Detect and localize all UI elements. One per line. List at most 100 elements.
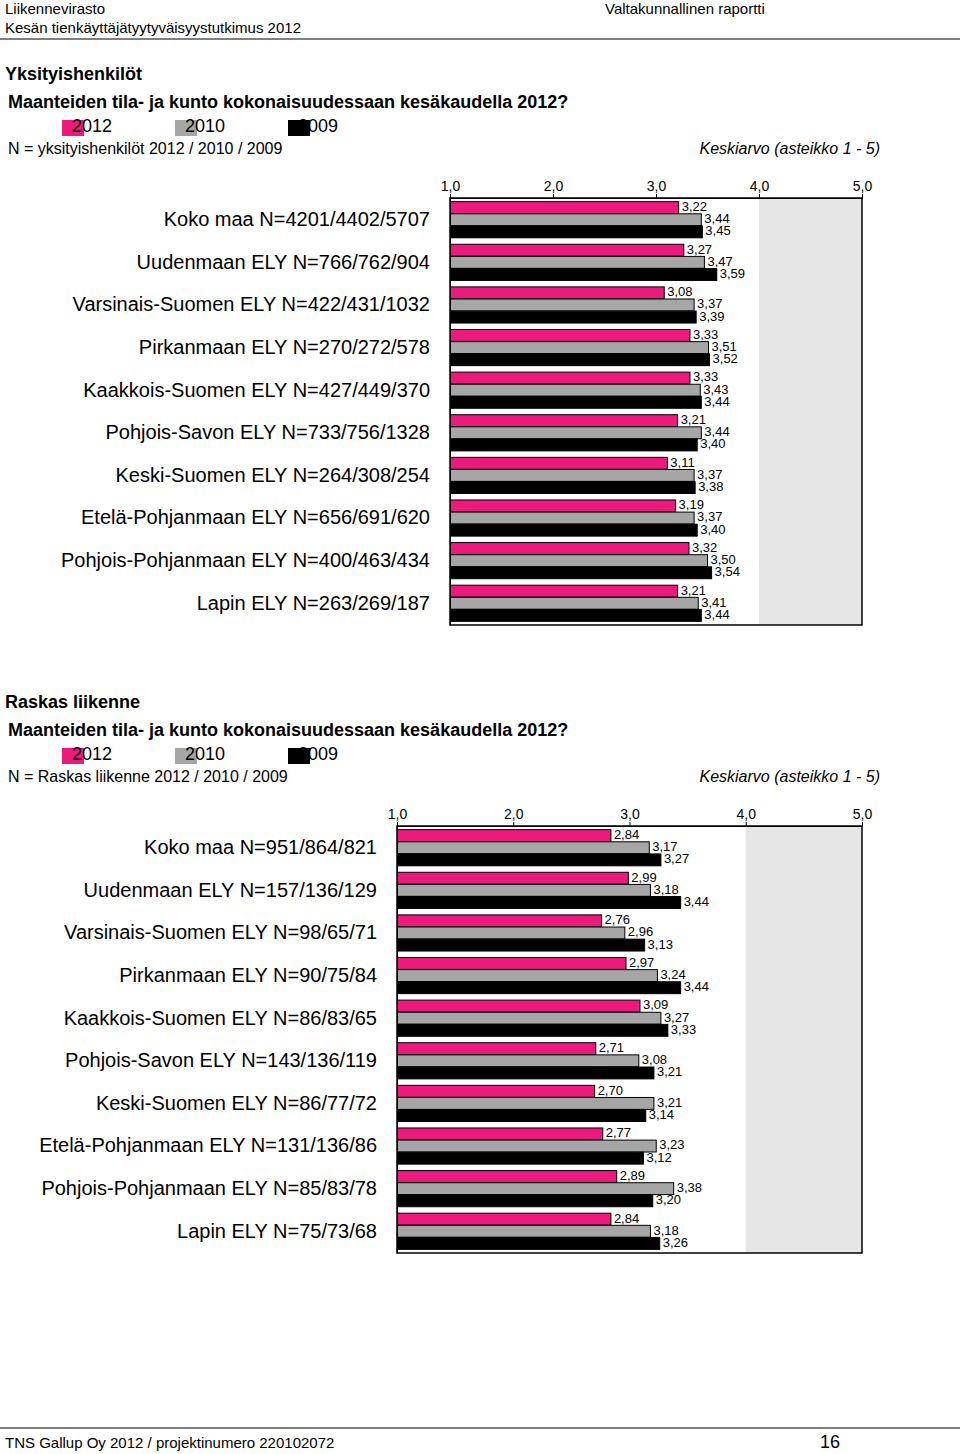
bar (450, 512, 694, 524)
bar (450, 439, 697, 451)
header-org: Liikennevirasto (5, 0, 105, 17)
bar (397, 1000, 640, 1012)
axis-line (398, 826, 863, 827)
tick-mark (862, 194, 863, 198)
bar (450, 543, 689, 555)
chart: Raskas liikenneMaanteiden tila- ja kunto… (5, 692, 880, 1254)
bar (450, 567, 712, 579)
data-label: 3,59 (720, 266, 745, 281)
x-axis-title: Keskiarvo (asteikko 1 - 5) (699, 140, 880, 157)
legend: 201220102009 (62, 116, 338, 136)
header-rule (0, 39, 960, 40)
tick-label: 5,0 (853, 806, 873, 822)
bar (397, 1012, 661, 1024)
y-axis: Koko maa N=951/864/821Uudenmaan ELY N=15… (39, 827, 397, 1254)
category-tick: Lapin ELY N=75/73/68 (177, 1220, 397, 1242)
category-tick: Koko maa N=4201/4402/5707 (164, 208, 450, 230)
footer-page: 16 (820, 1432, 840, 1452)
bar (450, 384, 700, 396)
bar (450, 311, 696, 323)
category-label: Uudenmaan ELY N=157/136/129 (84, 879, 377, 901)
tick-mark (630, 822, 631, 826)
legend-label: 2010 (185, 116, 225, 136)
page-header: LiikennevirastoKesän tienkäyttäjätyytyvä… (0, 0, 960, 39)
bar (397, 1225, 650, 1237)
axis-line (450, 199, 451, 626)
bar (397, 1110, 646, 1122)
header-report: Valtakunnallinen raportti (605, 0, 765, 17)
tick-mark (656, 194, 657, 198)
bar (397, 915, 602, 927)
page-footer: TNS Gallup Oy 2012 / projektinumero 2201… (0, 1428, 960, 1452)
bar (397, 927, 625, 939)
axis-line (397, 827, 398, 1254)
annotation: N = yksityishenkilöt 2012 / 2010 / 2009 (8, 140, 282, 157)
bar (450, 226, 702, 238)
data-label: 3,44 (704, 607, 729, 622)
category-tick: Pirkanmaan ELY N=270/272/578 (139, 336, 450, 358)
category-tick: Uudenmaan ELY N=157/136/129 (84, 879, 397, 901)
data-label: 3,39 (699, 309, 724, 324)
data-label: 3,18 (653, 882, 678, 897)
data-label: 2,77 (606, 1125, 631, 1140)
bar (397, 854, 661, 866)
x-axis-title: Keskiarvo (asteikko 1 - 5) (699, 768, 880, 785)
tick: 4,0 (750, 178, 770, 198)
category-label: Lapin ELY N=75/73/68 (177, 1220, 377, 1242)
bar (450, 354, 710, 366)
plot-shading (759, 198, 862, 625)
plot-background (450, 198, 862, 625)
tick: 2,0 (544, 178, 564, 198)
data-label: 2,71 (599, 1040, 624, 1055)
data-label: 3,21 (681, 412, 706, 427)
tick: 3,0 (647, 178, 667, 198)
legend-label: 2009 (298, 744, 338, 764)
tick-label: 4,0 (750, 178, 770, 194)
legend-label: 2012 (72, 744, 112, 764)
category-label: Pohjois-Pohjanmaan ELY N=400/463/434 (61, 549, 430, 571)
tick: 1,0 (388, 806, 408, 826)
tick-mark (553, 194, 554, 198)
category-label: Pohjois-Savon ELY N=733/756/1328 (105, 421, 430, 443)
data-label: 3,20 (656, 1192, 681, 1207)
data-label: 3,11 (670, 455, 694, 470)
data-label: 3,27 (664, 851, 689, 866)
category-label: Varsinais-Suomen ELY N=98/65/71 (64, 921, 377, 943)
category-tick: Pirkanmaan ELY N=90/75/84 (119, 964, 397, 986)
category-tick: Pohjois-Pohjanmaan ELY N=85/83/78 (41, 1177, 397, 1199)
bar (397, 1067, 654, 1079)
bar (397, 1097, 654, 1109)
data-label: 3,24 (660, 967, 685, 982)
bar (450, 609, 701, 621)
data-labels: 2,842,992,762,973,092,712,702,772,892,84… (598, 827, 709, 1250)
bar (397, 939, 645, 951)
tick: 5,0 (853, 178, 873, 198)
x-axis: 1,02,03,04,05,0 (388, 806, 873, 827)
category-tick: Etelä-Pohjanmaan ELY N=131/136/86 (39, 1134, 397, 1156)
bar (450, 287, 664, 299)
bar (397, 884, 650, 896)
tick-mark (862, 822, 863, 826)
bar (450, 585, 678, 597)
bar (450, 597, 698, 609)
data-label: 3,12 (646, 1150, 671, 1165)
bar (450, 244, 684, 256)
bar (397, 897, 681, 909)
category-label: Varsinais-Suomen ELY N=422/431/1032 (73, 293, 430, 315)
bar (450, 482, 695, 494)
category-tick: Etelä-Pohjanmaan ELY N=656/691/620 (81, 506, 450, 528)
bar (397, 872, 628, 884)
bar (450, 372, 690, 384)
bar (450, 415, 678, 427)
tick-label: 2,0 (544, 178, 564, 194)
data-label: 3,26 (663, 1235, 688, 1250)
category-label: Lapin ELY N=263/269/187 (197, 592, 430, 614)
category-tick: Keski-Suomen ELY N=264/308/254 (116, 464, 450, 486)
footer-rule (0, 1428, 960, 1429)
category-label: Etelä-Pohjanmaan ELY N=656/691/620 (81, 506, 430, 528)
title: Yksityishenkilöt (5, 64, 142, 84)
tick-label: 3,0 (620, 806, 640, 822)
category-tick: Pohjois-Pohjanmaan ELY N=400/463/434 (61, 549, 450, 571)
data-label: 3,33 (671, 1022, 696, 1037)
bar (450, 269, 717, 281)
